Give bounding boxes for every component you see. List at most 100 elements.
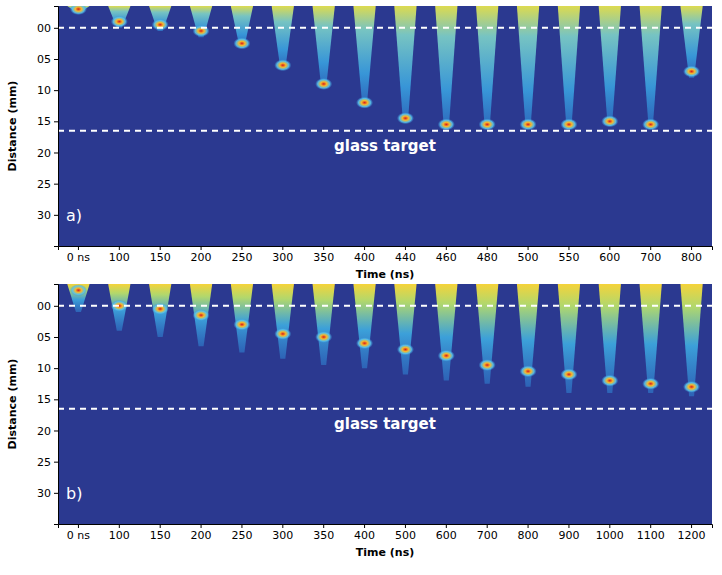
tick: 350 — [313, 246, 334, 264]
plume — [313, 284, 335, 365]
plume — [558, 284, 580, 393]
tick-label: 350 — [313, 529, 334, 542]
tick: 25 — [37, 456, 58, 469]
axis-title: Distance (mm) — [6, 81, 19, 172]
tick: 30 — [37, 487, 58, 500]
axis-title: Time (ns) — [356, 268, 414, 281]
tick-label: 00 — [37, 300, 51, 313]
tick-mark — [54, 430, 58, 431]
tick-label: 300 — [272, 251, 293, 264]
hot-spot — [601, 375, 618, 387]
hot-spot — [233, 37, 250, 49]
tick-label: 15 — [37, 393, 51, 406]
tick-mark — [241, 524, 242, 528]
tick-label: 500 — [518, 251, 539, 264]
plume — [640, 6, 662, 121]
tick: 550 — [558, 246, 579, 264]
tick-mark — [568, 246, 569, 250]
frames — [58, 6, 712, 131]
frames — [58, 284, 712, 409]
tick-mark — [54, 121, 58, 122]
tick-label: 400 — [354, 529, 375, 542]
tick-mark — [54, 28, 58, 29]
tick-label: 15 — [37, 115, 51, 128]
reference-line — [58, 305, 712, 307]
tick-label: 05 — [37, 53, 51, 66]
axis-title: Time (ns) — [356, 546, 414, 559]
plume — [394, 6, 416, 121]
tick-mark — [54, 337, 58, 338]
figure: glass targeta)000510152025300 ns10015020… — [0, 0, 722, 575]
tick-mark — [609, 524, 610, 528]
tick-label: 800 — [681, 251, 702, 264]
axis-line — [54, 285, 59, 525]
plume — [599, 284, 621, 393]
tick: 400 — [354, 246, 375, 264]
panel: glass targeta)000510152025300 ns10015020… — [6, 3, 713, 281]
hot-spot — [233, 319, 250, 331]
tick-mark — [487, 246, 488, 250]
tick-label: 440 — [395, 251, 416, 264]
hot-spot — [519, 365, 536, 377]
plume — [190, 284, 212, 346]
tick: 250 — [231, 524, 252, 542]
plume — [67, 284, 89, 312]
tick-label: 10 — [37, 362, 51, 375]
hot-spot — [356, 337, 373, 349]
tick: 700 — [640, 246, 661, 264]
plume — [435, 6, 457, 128]
hot-spot — [356, 97, 373, 109]
tick: 700 — [477, 524, 498, 542]
hot-spot — [397, 343, 414, 355]
hot-spot — [479, 118, 496, 130]
reference-line — [58, 408, 712, 410]
tick: 1200 — [678, 524, 706, 542]
tick: 20 — [37, 425, 58, 438]
tick-mark — [282, 246, 283, 250]
tick-label: 1000 — [596, 529, 624, 542]
tick-mark — [201, 524, 202, 528]
tick: 10 — [37, 362, 58, 375]
tick: 900 — [558, 524, 579, 542]
plume — [517, 284, 539, 387]
tick: 1100 — [637, 524, 665, 542]
axis-line — [59, 247, 713, 251]
tick: 30 — [37, 209, 58, 222]
hot-spot — [274, 59, 291, 71]
tick-mark — [201, 246, 202, 250]
panel-label: a) — [66, 206, 82, 225]
tick-label: 200 — [191, 251, 212, 264]
plume — [476, 284, 498, 384]
hot-spot — [601, 115, 618, 127]
tick-label: 1200 — [678, 529, 706, 542]
tick-label: 400 — [354, 251, 375, 264]
tick: 15 — [37, 115, 58, 128]
plume — [435, 284, 457, 381]
tick: 250 — [231, 246, 252, 264]
plume — [476, 6, 498, 128]
axis-line — [54, 7, 59, 247]
x-axis: 0 ns100150200250300350400500600700800900… — [59, 524, 713, 542]
tick-label: 460 — [436, 251, 457, 264]
tick-label: 900 — [558, 529, 579, 542]
tick-mark — [54, 368, 58, 369]
tick-mark — [78, 524, 79, 528]
tick: 440 — [395, 246, 416, 264]
plume — [108, 6, 130, 28]
reference-line — [58, 130, 712, 132]
tick-mark — [487, 524, 488, 528]
tick: 05 — [37, 53, 58, 66]
hot-spot — [70, 284, 87, 296]
tick-label: 0 ns — [67, 251, 90, 264]
tick: 00 — [37, 22, 58, 35]
hot-spot — [560, 368, 577, 380]
tick-mark — [54, 462, 58, 463]
hot-spot — [642, 378, 659, 390]
tick-mark — [282, 524, 283, 528]
panel-label: b) — [66, 484, 82, 503]
tick: 20 — [37, 147, 58, 160]
tick-label: 0 ns — [67, 529, 90, 542]
tick-mark — [446, 524, 447, 528]
tick-label: 600 — [436, 529, 457, 542]
hot-spot — [152, 303, 169, 315]
